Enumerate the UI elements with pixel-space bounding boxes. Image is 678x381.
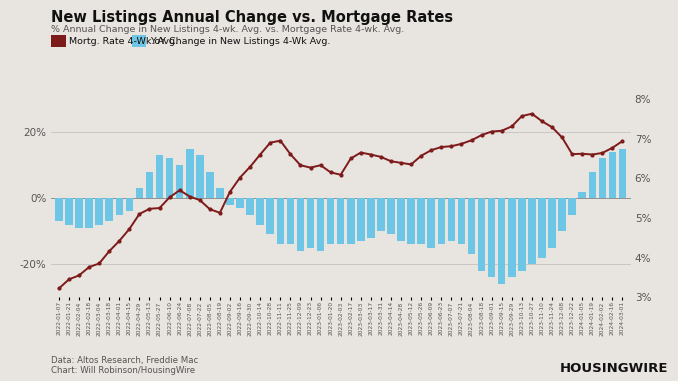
- Bar: [508, 198, 515, 277]
- Bar: [146, 172, 153, 198]
- Bar: [236, 198, 244, 208]
- Bar: [55, 198, 62, 221]
- Bar: [599, 158, 606, 198]
- Bar: [377, 198, 384, 231]
- Text: YoY Change in New Listings 4-Wk Avg.: YoY Change in New Listings 4-Wk Avg.: [150, 37, 330, 46]
- Bar: [306, 198, 315, 248]
- Bar: [418, 198, 425, 244]
- Bar: [156, 155, 163, 198]
- Text: % Annual Change in New Listings 4-wk. Avg. vs. Mortgage Rate 4-wk. Avg.: % Annual Change in New Listings 4-wk. Av…: [51, 25, 404, 34]
- Bar: [206, 172, 214, 198]
- Bar: [367, 198, 375, 238]
- Bar: [407, 198, 415, 244]
- Bar: [196, 155, 203, 198]
- Text: Mortg. Rate 4-Wk. Avg.: Mortg. Rate 4-Wk. Avg.: [69, 37, 178, 46]
- Bar: [337, 198, 344, 244]
- Bar: [166, 158, 174, 198]
- Bar: [327, 198, 334, 244]
- Bar: [65, 198, 73, 224]
- Bar: [106, 198, 113, 221]
- Bar: [297, 198, 304, 251]
- Bar: [136, 188, 143, 198]
- Bar: [357, 198, 365, 241]
- Bar: [549, 198, 556, 248]
- Bar: [397, 198, 405, 241]
- Bar: [538, 198, 546, 258]
- Bar: [589, 172, 596, 198]
- Bar: [226, 198, 234, 205]
- Text: New Listings Annual Change vs. Mortgage Rates: New Listings Annual Change vs. Mortgage …: [51, 10, 453, 24]
- Bar: [578, 192, 586, 198]
- Bar: [246, 198, 254, 215]
- Bar: [437, 198, 445, 244]
- Bar: [468, 198, 475, 254]
- Bar: [428, 198, 435, 248]
- Bar: [85, 198, 93, 228]
- Bar: [568, 198, 576, 215]
- Bar: [256, 198, 264, 224]
- Bar: [498, 198, 506, 284]
- Bar: [287, 198, 294, 244]
- Bar: [609, 152, 616, 198]
- Bar: [478, 198, 485, 271]
- Bar: [447, 198, 455, 241]
- Bar: [528, 198, 536, 264]
- Text: HOUSINGWIRE: HOUSINGWIRE: [559, 362, 668, 375]
- Bar: [387, 198, 395, 234]
- Bar: [619, 149, 626, 198]
- Bar: [125, 198, 133, 211]
- Bar: [277, 198, 284, 244]
- Bar: [75, 198, 83, 228]
- Bar: [266, 198, 274, 234]
- Bar: [347, 198, 355, 244]
- Bar: [176, 165, 184, 198]
- Bar: [186, 149, 193, 198]
- Bar: [317, 198, 324, 251]
- Bar: [96, 198, 103, 224]
- Bar: [216, 188, 224, 198]
- Bar: [458, 198, 465, 244]
- Bar: [518, 198, 525, 271]
- Bar: [488, 198, 496, 277]
- Bar: [115, 198, 123, 215]
- Bar: [558, 198, 566, 231]
- Text: Data: Altos Research, Freddie Mac
Chart: Will Robinson/HousingWire: Data: Altos Research, Freddie Mac Chart:…: [51, 356, 198, 375]
